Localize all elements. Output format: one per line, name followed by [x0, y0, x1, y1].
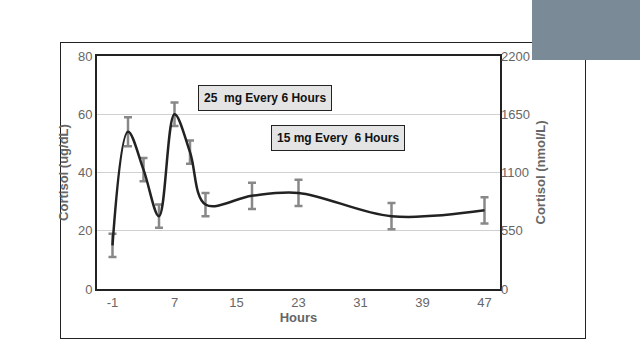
svg-text:20: 20 [78, 223, 92, 238]
svg-text:7: 7 [171, 295, 178, 310]
svg-text:23: 23 [291, 295, 305, 310]
svg-text:15 mg Every 6 Hours: 15 mg Every 6 Hours [277, 131, 399, 145]
svg-text:40: 40 [78, 165, 92, 180]
svg-text:550: 550 [501, 223, 523, 238]
svg-text:-1: -1 [107, 295, 119, 310]
svg-text:0: 0 [501, 282, 508, 297]
svg-text:15: 15 [229, 295, 243, 310]
svg-text:25 mg Every 6 Hours: 25 mg Every 6 Hours [204, 91, 326, 105]
svg-text:Cortisol (ug/dL): Cortisol (ug/dL) [56, 124, 71, 221]
svg-text:Cortisol (nmol/L): Cortisol (nmol/L) [533, 121, 548, 225]
svg-text:1650: 1650 [501, 107, 530, 122]
svg-text:31: 31 [353, 295, 367, 310]
svg-text:60: 60 [78, 107, 92, 122]
svg-text:1100: 1100 [501, 165, 529, 180]
svg-text:0: 0 [85, 282, 92, 297]
svg-text:47: 47 [477, 295, 491, 310]
svg-text:Hours: Hours [280, 310, 318, 325]
svg-text:80: 80 [78, 49, 92, 64]
svg-text:39: 39 [415, 295, 429, 310]
svg-text:2200: 2200 [501, 49, 530, 64]
